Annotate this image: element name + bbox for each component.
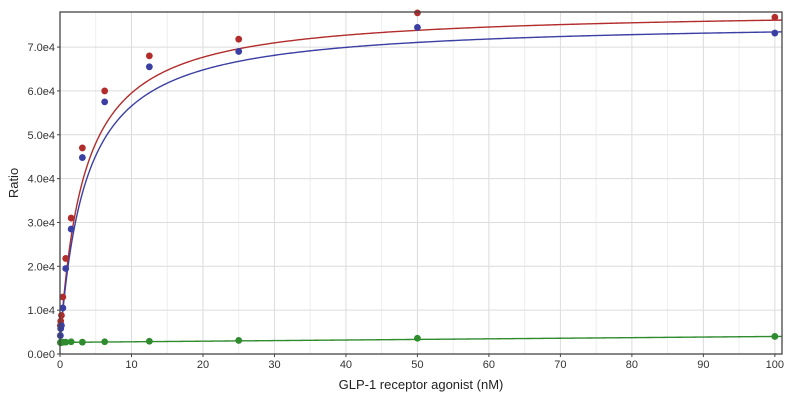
y-axis-title: Ratio <box>6 168 21 198</box>
data-point-series-3 <box>414 334 421 342</box>
fit-curve-series-3 <box>60 335 783 344</box>
data-point-series-2 <box>67 225 75 233</box>
data-point-series-1 <box>67 214 75 222</box>
x-tick-label: 40 <box>340 359 352 371</box>
data-point-series-1 <box>59 293 67 301</box>
data-point-series-3 <box>101 338 109 346</box>
y-tick-label: 2.0e4 <box>27 261 55 273</box>
y-tick-label: 3.0e4 <box>27 217 55 229</box>
fit-curve-series-1 <box>59 19 783 344</box>
data-point-series-3 <box>62 338 70 346</box>
x-tick-label: 100 <box>766 359 784 371</box>
x-tick-label: 30 <box>268 359 280 371</box>
data-point-series-1 <box>78 144 86 152</box>
x-tick-label: 0 <box>57 359 63 371</box>
fit-curves <box>59 19 783 344</box>
data-point-series-3 <box>78 338 86 346</box>
data-point-series-1 <box>101 87 109 95</box>
y-tick-label: 4.0e4 <box>27 174 55 186</box>
data-point-series-1 <box>145 52 153 60</box>
data-point-series-2 <box>58 322 65 329</box>
plot-frame <box>59 11 783 355</box>
y-tick-label: 5.0e4 <box>27 130 55 142</box>
y-tick-label: 6.0e4 <box>27 86 55 98</box>
y-tick-label: 7.0e4 <box>27 42 55 54</box>
data-point-series-2 <box>101 98 109 106</box>
data-point-series-1 <box>58 312 65 319</box>
data-point-series-1 <box>414 9 421 17</box>
data-point-series-1 <box>771 13 779 21</box>
data-point-series-3 <box>235 337 243 344</box>
data-point-series-2 <box>59 304 67 312</box>
data-point-series-2 <box>62 265 70 272</box>
x-tick-label: 20 <box>197 359 209 371</box>
x-tick-label: 70 <box>554 359 566 371</box>
data-point-series-2 <box>235 48 243 55</box>
data-point-series-3 <box>771 333 779 340</box>
x-tick-label: 10 <box>125 359 137 371</box>
y-tick-label: 0.0e0 <box>27 349 55 361</box>
x-tick-label: 60 <box>483 359 495 371</box>
data-point-series-2 <box>78 154 86 161</box>
data-point-series-1 <box>235 35 243 43</box>
tick-labels: 0 10 20 30 40 50 60 70 80 90 100 0.0e0 1.0e4 2.0e4 3.0… <box>27 42 784 371</box>
x-tick-label: 50 <box>411 359 423 371</box>
data-point-series-2 <box>145 63 153 71</box>
grid-layer <box>60 12 782 354</box>
data-point-series-3 <box>67 338 75 346</box>
x-axis-title: GLP-1 receptor agonist (nM) <box>339 377 504 392</box>
plot-background <box>60 12 782 354</box>
x-tick-label: 90 <box>697 359 709 371</box>
x-tick-label: 80 <box>626 359 638 371</box>
data-point-series-2 <box>771 29 779 37</box>
fit-curve-series-2 <box>59 31 783 344</box>
data-point-series-3 <box>145 337 153 345</box>
data-point-series-2 <box>414 23 421 31</box>
y-tick-label: 1.0e4 <box>27 305 55 317</box>
data-point-series-1 <box>62 255 70 262</box>
